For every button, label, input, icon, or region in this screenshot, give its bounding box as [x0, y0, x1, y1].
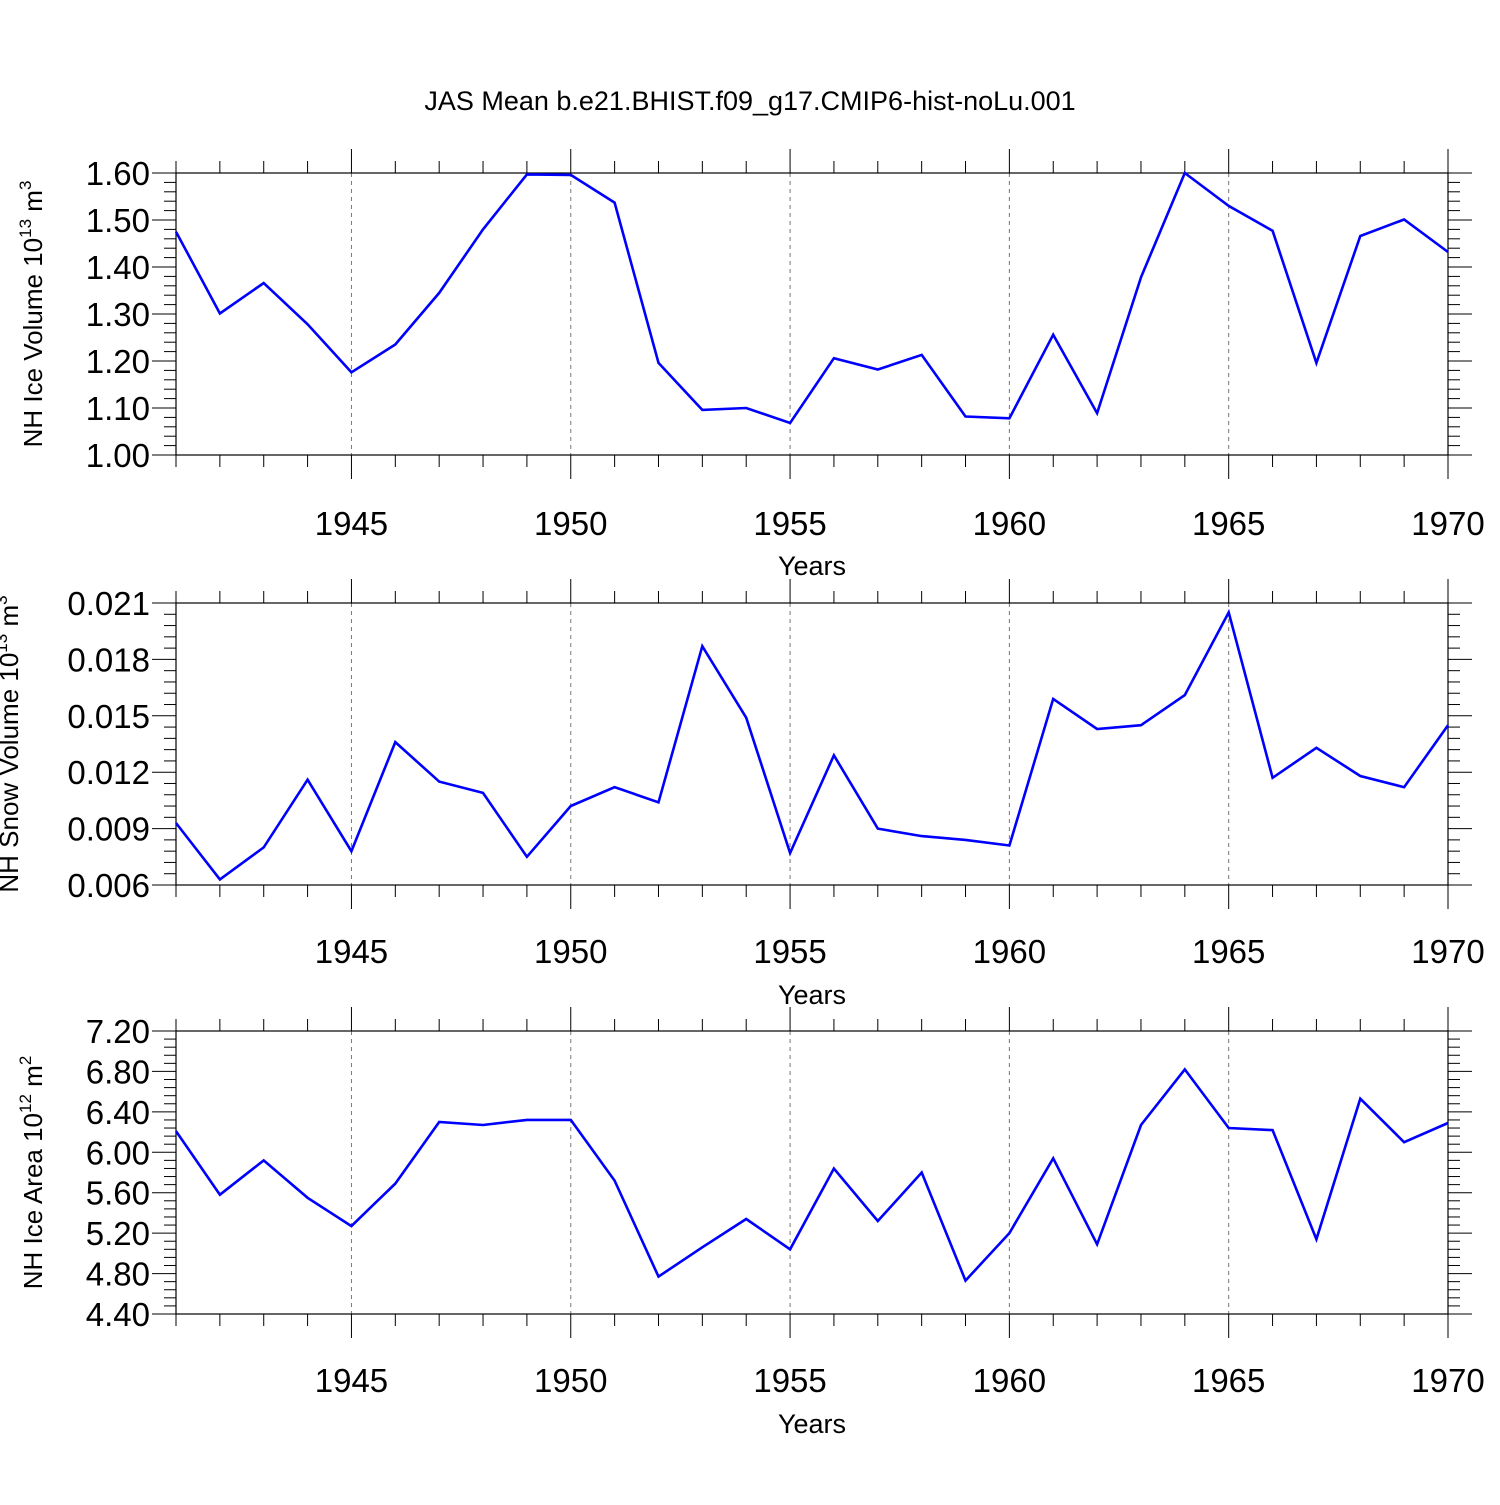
x-tick-label: 1950 — [534, 933, 607, 970]
y-tick-label: 5.60 — [86, 1175, 150, 1212]
y-axis-label-superscript: 12 — [16, 1094, 35, 1113]
x-tick-label: 1960 — [973, 1362, 1046, 1399]
y-tick-label: 0.021 — [67, 585, 150, 622]
x-axis-label: Years — [778, 1409, 846, 1439]
series-line — [176, 612, 1448, 879]
plot-frame — [176, 173, 1448, 455]
x-tick-label: 1970 — [1411, 933, 1484, 970]
y-axis-label: NH Snow Volume 1013 m3 — [0, 595, 24, 892]
y-axis-label-part: NH Snow Volume 10 — [0, 653, 24, 893]
y-tick-label: 7.20 — [86, 1013, 150, 1050]
y-tick-label: 0.015 — [67, 698, 150, 735]
x-tick-label: 1970 — [1411, 505, 1484, 542]
y-axis-label: NH Ice Volume 1013 m3 — [16, 181, 48, 448]
y-axis-label-superscript: 13 — [0, 634, 11, 653]
y-tick-label: 1.30 — [86, 296, 150, 333]
y-tick-label: 6.40 — [86, 1094, 150, 1131]
x-tick-label: 1955 — [753, 1362, 826, 1399]
y-tick-label: 4.40 — [86, 1296, 150, 1333]
x-tick-label: 1965 — [1192, 1362, 1265, 1399]
chart-panel-3: 4.404.80 5.205.60 6.006.40 6.807.20 1945 1950… — [16, 1007, 1485, 1439]
figure-title: JAS Mean b.e21.BHIST.f09_g17.CMIP6-hist-… — [424, 86, 1075, 116]
y-tick-label: 1.20 — [86, 343, 150, 380]
y-tick-label: 1.10 — [86, 390, 150, 427]
y-axis-label-superscript: 3 — [0, 595, 11, 604]
y-tick-label: 0.012 — [67, 754, 150, 791]
y-axis-label-part: NH Ice Area 10 — [18, 1113, 48, 1289]
x-tick-label: 1960 — [973, 933, 1046, 970]
y-tick-label: 0.018 — [67, 641, 150, 678]
y-tick-label: 5.20 — [86, 1215, 150, 1252]
x-tick-label: 1955 — [753, 505, 826, 542]
chart-panel-1: 1.00 1.10 1.20 1.30 1.40 1.50 1.60 1945 1950 1955… — [16, 149, 1485, 581]
y-tick-label: 1.50 — [86, 202, 150, 239]
x-axis-label: Years — [778, 551, 846, 581]
y-tick-label: 6.80 — [86, 1053, 150, 1090]
plot-frame — [176, 603, 1448, 885]
x-tick-label: 1960 — [973, 505, 1046, 542]
x-tick-label: 1950 — [534, 505, 607, 542]
y-axis-label-part: NH Ice Volume 10 — [18, 238, 48, 448]
plot-frame — [176, 1031, 1448, 1314]
x-tick-label: 1965 — [1192, 505, 1265, 542]
y-axis-label-part: m — [18, 190, 48, 219]
x-tick-label: 1965 — [1192, 933, 1265, 970]
y-axis-label-superscript: 3 — [16, 181, 35, 190]
y-axis-label: NH Ice Area 1012 m2 — [16, 1056, 48, 1290]
y-axis-label-part: m — [18, 1065, 48, 1094]
x-tick-label: 1955 — [753, 933, 826, 970]
y-tick-label: 1.00 — [86, 437, 150, 474]
y-axis-label-part: m — [0, 605, 24, 634]
x-tick-label: 1945 — [315, 505, 388, 542]
y-tick-label: 0.009 — [67, 811, 150, 848]
y-tick-label: 4.80 — [86, 1256, 150, 1293]
x-axis-label: Years — [778, 980, 846, 1010]
series-line — [176, 173, 1448, 423]
x-tick-label: 1970 — [1411, 1362, 1484, 1399]
series-line — [176, 1069, 1448, 1280]
x-tick-label: 1945 — [315, 1362, 388, 1399]
y-tick-label: 1.60 — [86, 155, 150, 192]
y-tick-label: 0.006 — [67, 867, 150, 904]
x-tick-label: 1945 — [315, 933, 388, 970]
chart-panel-2: 0.006 0.009 0.012 0.015 0.018 0.021 1945 1950 19… — [0, 579, 1485, 1010]
y-tick-label: 6.00 — [86, 1134, 150, 1171]
y-axis-label-superscript: 13 — [16, 219, 35, 238]
y-tick-label: 1.40 — [86, 249, 150, 286]
y-axis-label-superscript: 2 — [16, 1056, 35, 1065]
x-tick-label: 1950 — [534, 1362, 607, 1399]
